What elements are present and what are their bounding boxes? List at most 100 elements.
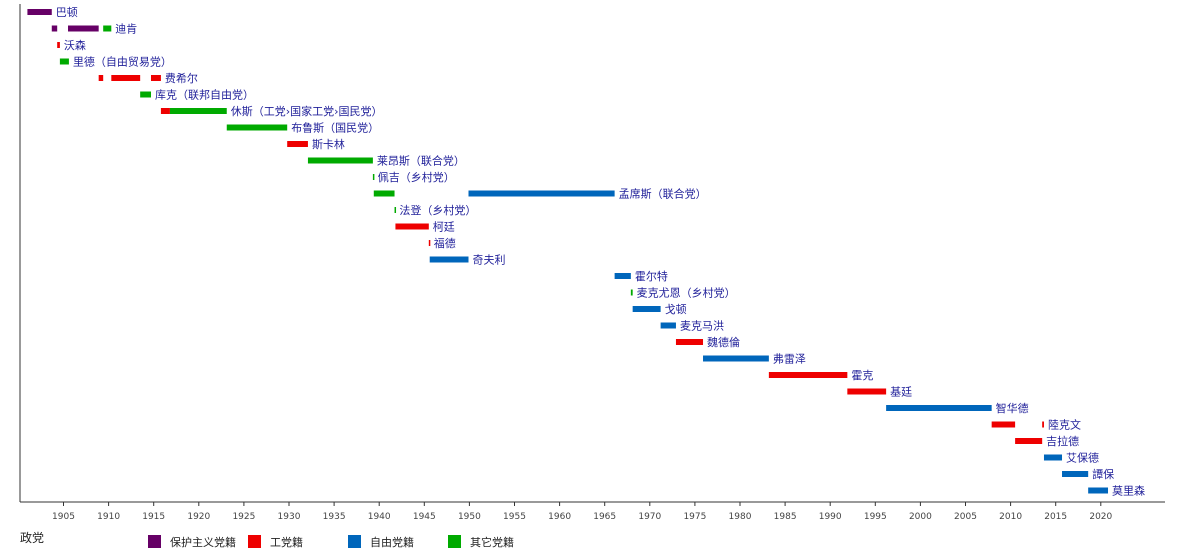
pm-label: 譚保 — [1092, 467, 1114, 481]
pm-label: 戈顿 — [665, 302, 687, 316]
term-bar — [226, 124, 288, 131]
x-tick-label: 1910 — [97, 512, 120, 522]
term-bar — [847, 388, 887, 395]
x-tick-label: 1925 — [232, 512, 255, 522]
x-tick-label: 1905 — [52, 512, 75, 522]
legend: 保护主义党籍 工党籍 自由党籍 其它党籍 — [148, 535, 514, 549]
term-bar — [51, 25, 58, 32]
x-tick-label: 2005 — [954, 512, 977, 522]
chart-axes — [19, 4, 1165, 503]
pm-label: 莫里森 — [1112, 484, 1145, 498]
term-bar — [675, 339, 704, 345]
term-bar — [27, 9, 52, 15]
term-bar — [428, 240, 431, 246]
pm-label: 费希尔 — [165, 71, 198, 85]
x-tick-label: 1965 — [593, 512, 616, 522]
x-tick-label: 1975 — [683, 512, 706, 522]
pm-label: 沃森 — [64, 38, 86, 52]
x-tick-label: 1990 — [819, 512, 842, 522]
x-tick-label: 1960 — [548, 512, 571, 522]
x-axis-ticks: 1905 1910 1915 1920 1925 1930 1935 1940 1945 1950… — [52, 502, 1113, 522]
legend-label: 自由党籍 — [370, 535, 414, 549]
pm-label: 莱昂斯（联合党） — [377, 154, 465, 168]
term-bar — [1088, 487, 1109, 494]
term-bar — [1043, 454, 1063, 461]
x-tick-label: 1950 — [458, 512, 481, 522]
term-bar — [1042, 421, 1044, 428]
x-tick-label: 2000 — [909, 512, 932, 522]
pm-label: 法登（乡村党） — [399, 203, 476, 217]
legend-swatch — [448, 535, 461, 548]
term-bar — [57, 42, 60, 48]
term-bar — [140, 91, 151, 98]
term-bar — [98, 75, 104, 81]
term-bar — [287, 141, 308, 147]
term-bar — [394, 207, 397, 213]
pm-label: 佩吉（乡村党） — [378, 170, 455, 184]
term-bar — [68, 25, 99, 32]
term-bar — [1062, 471, 1089, 477]
pm-label: 奇夫利 — [472, 254, 505, 267]
pm-label: 艾保德 — [1066, 451, 1099, 465]
term-bar — [768, 372, 848, 378]
pm-label: 孟席斯（联合党） — [619, 187, 707, 201]
pm-label: 基廷 — [890, 386, 912, 399]
pm-label: 麦克马洪 — [680, 319, 724, 333]
pm-label: 巴顿 — [56, 5, 78, 19]
x-tick-label: 1935 — [323, 512, 346, 522]
term-bars — [27, 9, 1109, 494]
term-bar — [632, 306, 661, 312]
legend-label: 其它党籍 — [470, 535, 514, 549]
x-tick-label: 1985 — [774, 512, 797, 522]
term-bar — [169, 108, 227, 114]
term-bar — [307, 157, 373, 164]
pm-label: 里德（自由贸易党） — [73, 55, 172, 69]
term-bar — [630, 289, 633, 296]
x-tick-label: 1970 — [638, 512, 661, 522]
term-bar — [991, 421, 1016, 428]
term-bar — [395, 223, 429, 230]
term-bar — [373, 190, 395, 197]
x-tick-label: 1920 — [187, 512, 210, 522]
x-tick-label: 1930 — [278, 512, 301, 522]
x-tick-label: 1995 — [864, 512, 887, 522]
term-bar — [468, 190, 615, 197]
pm-label: 魏德倫 — [707, 335, 740, 349]
legend-title: 政党 — [20, 530, 44, 545]
x-tick-label: 1955 — [503, 512, 526, 522]
x-tick-label: 2010 — [999, 512, 1022, 522]
pm-label: 迪肯 — [115, 23, 137, 36]
term-bar — [59, 58, 69, 65]
term-bar — [614, 273, 631, 279]
term-bar — [703, 355, 769, 362]
pm-label: 弗雷泽 — [773, 352, 806, 366]
legend-label: 工党籍 — [270, 535, 303, 549]
pm-label: 吉拉德 — [1046, 434, 1079, 448]
pm-label: 柯廷 — [433, 221, 455, 234]
term-bar — [160, 108, 170, 114]
term-bar — [886, 405, 992, 411]
term-bar — [1015, 438, 1043, 444]
term-bar — [660, 322, 676, 329]
x-tick-label: 1980 — [729, 512, 752, 522]
x-tick-label: 2015 — [1044, 512, 1067, 522]
term-bar — [372, 174, 375, 180]
pm-label: 布鲁斯（国民党） — [291, 121, 379, 135]
pm-label: 麦克尤恩（乡村党） — [637, 286, 736, 300]
term-bar — [103, 25, 112, 32]
x-tick-label: 2020 — [1089, 512, 1112, 522]
x-tick-label: 1940 — [368, 512, 391, 522]
pm-label: 库克（联邦自由党） — [155, 88, 254, 102]
term-bar — [150, 75, 161, 81]
legend-swatch — [248, 535, 261, 548]
x-tick-label: 1915 — [142, 512, 165, 522]
pm-label: 陸克文 — [1048, 418, 1081, 432]
term-bar — [429, 256, 469, 263]
pm-label: 霍克 — [851, 369, 873, 382]
x-tick-label: 1945 — [413, 512, 436, 522]
pm-label: 休斯（工党›国家工党›国民党） — [231, 104, 383, 118]
pm-label: 福德 — [434, 236, 456, 250]
term-bar — [111, 75, 141, 81]
